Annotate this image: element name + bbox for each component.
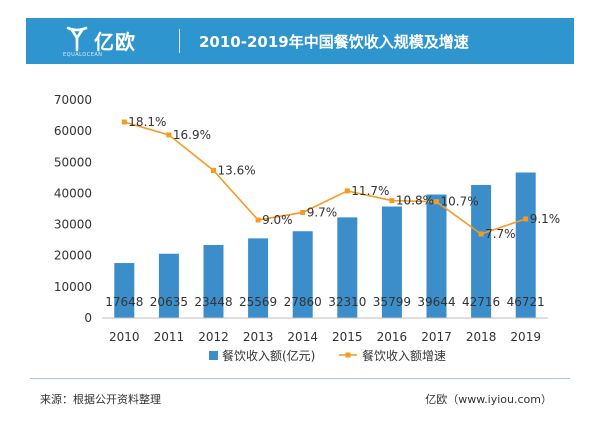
bar-2016 — [381, 206, 402, 318]
growth-value-label: 10.7% — [441, 195, 479, 209]
yiou-logo-icon — [66, 26, 88, 52]
y-tick-label: 0 — [84, 311, 92, 325]
x-tick-label: 2017 — [421, 330, 452, 344]
growth-line-series: 18.1% 16.9% 13.6% 9.0% 9.7% 11.7% 10.8% 10.7% 7.… — [121, 115, 561, 241]
bar-2017 — [426, 194, 447, 318]
y-tick-label: 50000 — [54, 155, 92, 169]
chart-header-banner: 亿欧 EQUALOCEAN 2010-2019年中国餐饮收入规模及增速 — [26, 18, 574, 64]
bar-value-label: 42716 — [462, 295, 500, 309]
x-tick-label: 2014 — [287, 330, 318, 344]
bar-series — [114, 172, 536, 318]
growth-value-label: 16.9% — [173, 128, 211, 142]
growth-line — [124, 121, 526, 235]
growth-point-2013 — [255, 217, 261, 223]
x-tick-label: 2018 — [466, 330, 497, 344]
x-tick-label: 2010 — [109, 330, 140, 344]
y-axis: 0 10000 20000 30000 40000 50000 60000 70000 — [54, 93, 92, 325]
y-tick-label: 30000 — [54, 218, 92, 232]
bar-value-labels: 17648 20635 23448 25569 27860 32310 35799 39644… — [105, 295, 545, 309]
header-divider — [179, 29, 180, 53]
growth-value-label: 18.1% — [128, 115, 166, 129]
growth-point-2011 — [166, 132, 172, 138]
growth-point-2010 — [121, 119, 127, 125]
growth-value-label: 7.7% — [485, 227, 515, 241]
bar-value-label: 32310 — [328, 295, 366, 309]
y-tick-label: 60000 — [54, 124, 92, 138]
growth-value-label: 9.0% — [262, 213, 293, 227]
y-tick-label: 40000 — [54, 186, 92, 200]
legend: 餐饮收入额(亿元) 餐饮收入额增速 — [209, 348, 446, 363]
growth-point-2014 — [300, 209, 306, 215]
bar-value-label: 23448 — [194, 295, 232, 309]
growth-value-label: 11.7% — [351, 184, 389, 198]
bar-2010 — [114, 263, 135, 318]
growth-point-2017 — [434, 199, 439, 205]
bar-2013 — [248, 238, 269, 318]
growth-value-label: 9.7% — [307, 205, 338, 219]
bar-2012 — [203, 244, 224, 318]
footer-brand: 亿欧（www.iyiou.com） — [425, 393, 552, 406]
legend-bar-label: 餐饮收入额(亿元) — [222, 348, 315, 363]
y-tick-label: 70000 — [54, 93, 92, 107]
x-axis: 2010 2011 2012 2013 2014 2015 2016 2017 2018 2019 — [102, 317, 548, 344]
x-tick-label: 2013 — [243, 330, 274, 344]
brand-subtitle: EQUALOCEAN — [63, 52, 103, 58]
bar-value-label: 25569 — [239, 295, 277, 309]
x-tick-label: 2012 — [198, 330, 229, 344]
bar-2014 — [292, 231, 313, 318]
growth-point-2012 — [211, 167, 216, 173]
bar-2018 — [471, 184, 492, 318]
x-tick-label: 2019 — [510, 330, 541, 344]
growth-point-2019 — [523, 216, 529, 222]
bar-2011 — [158, 253, 179, 318]
growth-point-2018 — [478, 231, 484, 237]
chart-canvas: 0 10000 20000 30000 40000 50000 60000 70000 176… — [54, 93, 561, 363]
bar-2019 — [515, 172, 536, 318]
y-tick-label: 20000 — [54, 249, 92, 263]
growth-value-label: 13.6% — [218, 163, 256, 177]
growth-point-2015 — [344, 188, 350, 194]
source-note: 来源：根据公开资料整理 — [40, 393, 161, 406]
legend-bar-swatch — [209, 351, 218, 360]
x-tick-label: 2016 — [377, 330, 408, 344]
bar-value-label: 17648 — [105, 295, 143, 309]
legend-line-label: 餐饮收入额增速 — [362, 348, 446, 363]
growth-value-label: 9.1% — [530, 212, 561, 226]
bar-value-label: 27860 — [284, 295, 322, 309]
brand-name: 亿欧 — [94, 30, 136, 54]
bar-value-label: 35799 — [373, 295, 411, 309]
x-tick-label: 2015 — [332, 330, 363, 344]
growth-value-label: 10.8% — [396, 194, 434, 208]
chart-title: 2010-2019年中国餐饮收入规模及增速 — [199, 33, 469, 51]
bar-2015 — [337, 217, 358, 318]
bar-value-label: 39644 — [417, 295, 455, 309]
footer-divider — [30, 378, 570, 379]
y-tick-label: 10000 — [54, 280, 92, 294]
bar-value-label: 20635 — [150, 295, 188, 309]
legend-line-marker — [345, 352, 351, 358]
growth-point-2016 — [389, 198, 395, 204]
bar-value-label: 46721 — [507, 295, 545, 309]
x-tick-label: 2011 — [154, 330, 185, 344]
